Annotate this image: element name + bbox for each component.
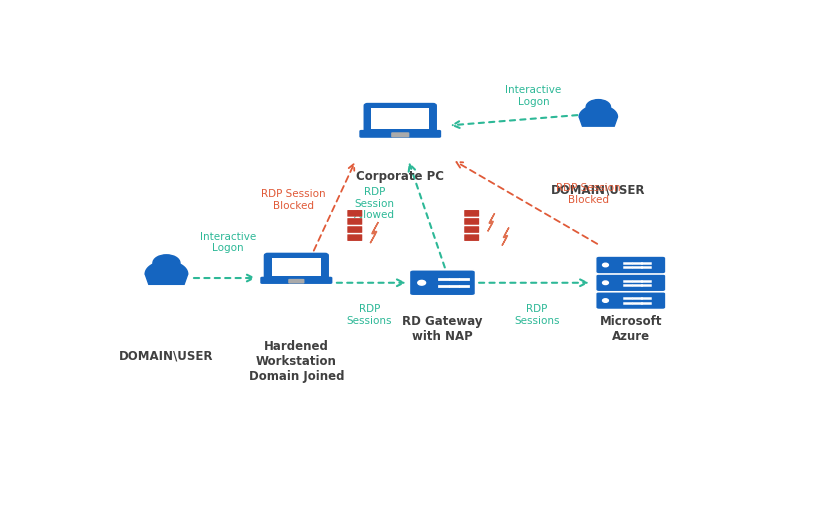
FancyBboxPatch shape [409, 270, 476, 296]
FancyBboxPatch shape [464, 210, 479, 216]
Polygon shape [145, 274, 188, 284]
FancyBboxPatch shape [347, 234, 362, 241]
Text: RDP
Session
Allowed: RDP Session Allowed [354, 187, 395, 221]
Text: Interactive
Logon: Interactive Logon [200, 231, 256, 253]
FancyBboxPatch shape [464, 218, 479, 225]
Circle shape [603, 299, 608, 302]
Polygon shape [145, 261, 188, 274]
Circle shape [586, 100, 611, 114]
Text: RDP
Sessions: RDP Sessions [514, 305, 560, 326]
FancyBboxPatch shape [391, 132, 409, 137]
Text: RD Gateway
with NAP: RD Gateway with NAP [402, 315, 483, 343]
FancyBboxPatch shape [347, 218, 362, 225]
FancyBboxPatch shape [464, 226, 479, 233]
Circle shape [603, 281, 608, 285]
Polygon shape [488, 213, 494, 231]
Text: RDP
Sessions: RDP Sessions [347, 305, 392, 326]
FancyBboxPatch shape [288, 279, 304, 284]
FancyBboxPatch shape [365, 104, 436, 133]
Text: RDP Session
Blocked: RDP Session Blocked [556, 183, 621, 205]
FancyBboxPatch shape [347, 210, 362, 216]
Polygon shape [502, 228, 509, 246]
Text: DOMAIN\USER: DOMAIN\USER [119, 350, 214, 363]
Circle shape [418, 281, 426, 285]
Polygon shape [370, 222, 378, 243]
Text: RDP Session
Blocked: RDP Session Blocked [261, 189, 325, 211]
FancyBboxPatch shape [371, 108, 429, 129]
Circle shape [153, 255, 180, 271]
FancyBboxPatch shape [464, 234, 479, 241]
FancyBboxPatch shape [347, 226, 362, 233]
Text: DOMAIN\USER: DOMAIN\USER [551, 183, 645, 196]
Text: Hardened
Workstation
Domain Joined: Hardened Workstation Domain Joined [249, 340, 344, 383]
Text: Corporate PC: Corporate PC [356, 170, 444, 183]
FancyBboxPatch shape [596, 274, 666, 292]
FancyBboxPatch shape [272, 258, 321, 275]
FancyBboxPatch shape [261, 277, 333, 284]
FancyBboxPatch shape [265, 254, 328, 280]
Text: Interactive
Logon: Interactive Logon [505, 85, 561, 107]
Polygon shape [579, 117, 618, 126]
Text: Microsoft
Azure: Microsoft Azure [599, 315, 662, 343]
FancyBboxPatch shape [596, 292, 666, 309]
Polygon shape [579, 105, 618, 117]
FancyBboxPatch shape [596, 256, 666, 274]
FancyBboxPatch shape [360, 130, 441, 138]
Circle shape [603, 263, 608, 267]
